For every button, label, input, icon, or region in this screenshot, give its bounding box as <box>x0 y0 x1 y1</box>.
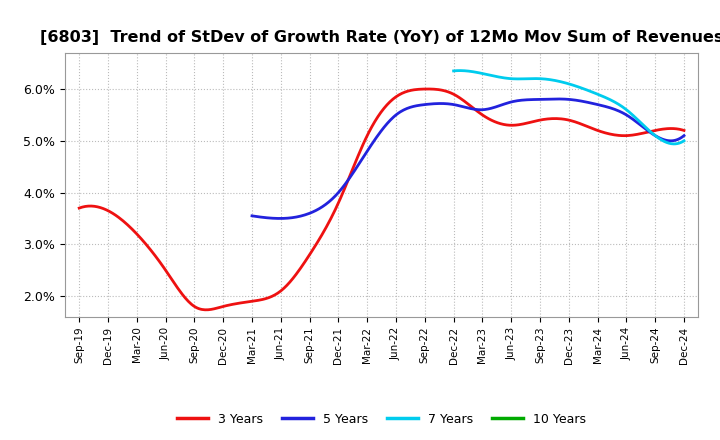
Title: [6803]  Trend of StDev of Growth Rate (YoY) of 12Mo Mov Sum of Revenues: [6803] Trend of StDev of Growth Rate (Yo… <box>40 29 720 45</box>
Legend: 3 Years, 5 Years, 7 Years, 10 Years: 3 Years, 5 Years, 7 Years, 10 Years <box>172 407 591 430</box>
